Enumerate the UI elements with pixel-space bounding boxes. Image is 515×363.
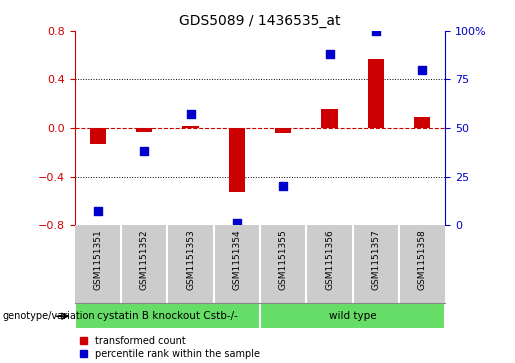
Text: GSM1151351: GSM1151351 [93, 229, 102, 290]
Text: GSM1151357: GSM1151357 [371, 229, 381, 290]
Text: GSM1151354: GSM1151354 [232, 229, 242, 290]
Bar [321, 109, 338, 128]
Point [233, 220, 241, 226]
Bar [75, 303, 260, 329]
Bar [414, 117, 431, 128]
Text: GSM1151356: GSM1151356 [325, 229, 334, 290]
Text: GSM1151358: GSM1151358 [418, 229, 427, 290]
Point [186, 111, 195, 117]
Point [94, 209, 102, 215]
Text: GSM1151352: GSM1151352 [140, 229, 149, 290]
Point [325, 51, 334, 57]
Title: GDS5089 / 1436535_at: GDS5089 / 1436535_at [179, 15, 341, 28]
Bar [229, 128, 245, 192]
Bar [90, 128, 106, 144]
Point [140, 148, 148, 154]
Point [279, 183, 287, 189]
Bar [368, 59, 384, 128]
Text: genotype/variation: genotype/variation [3, 311, 95, 321]
Bar [275, 128, 291, 133]
Point [372, 28, 380, 34]
Legend: transformed count, percentile rank within the sample: transformed count, percentile rank withi… [79, 336, 260, 359]
Text: wild type: wild type [329, 311, 376, 321]
Bar [182, 126, 199, 128]
Bar [260, 303, 445, 329]
Text: GSM1151355: GSM1151355 [279, 229, 288, 290]
Text: cystatin B knockout Cstb-/-: cystatin B knockout Cstb-/- [97, 311, 238, 321]
Bar [136, 128, 152, 132]
Point [418, 67, 426, 73]
Text: GSM1151353: GSM1151353 [186, 229, 195, 290]
